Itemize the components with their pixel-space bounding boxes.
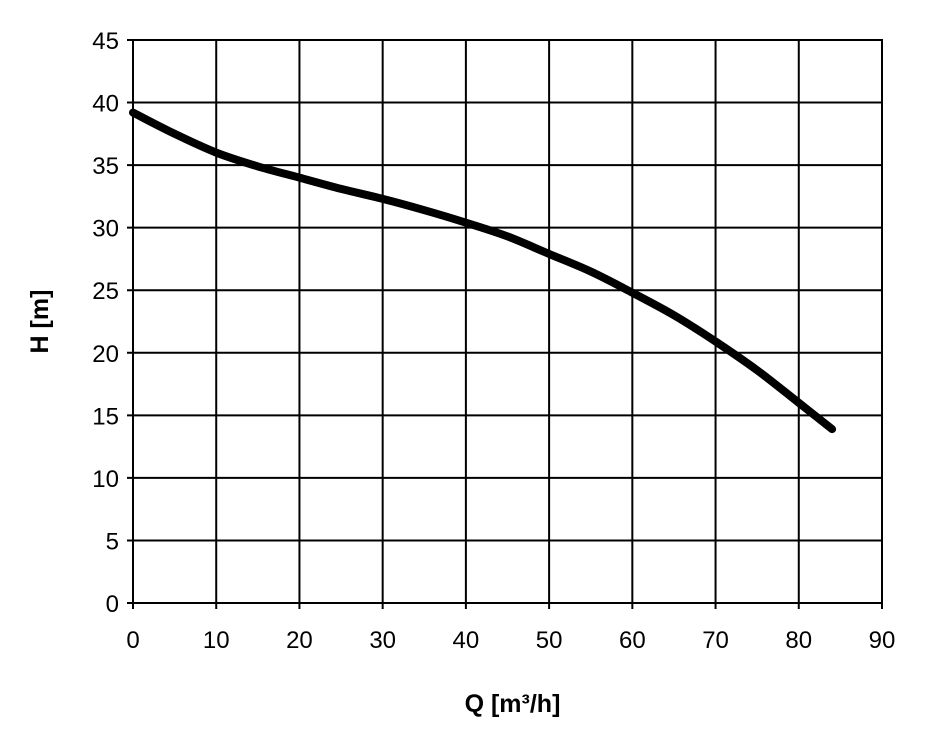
y-tick-labels: 0 5 10 15 20 25 30 35 40 45 — [92, 28, 119, 618]
plot-area-frame — [132, 39, 883, 604]
x-tick-labels: 0 10 20 30 40 50 60 70 80 90 — [126, 627, 895, 654]
y-tick-label: 25 — [92, 278, 119, 305]
y-axis-title: H [m] — [26, 290, 54, 354]
y-tick-label: 45 — [92, 28, 119, 55]
x-axis-title: Q [m³/h] — [465, 690, 561, 718]
y-tick-label: 40 — [92, 91, 119, 118]
x-tick-label: 0 — [126, 627, 139, 654]
x-tick-label: 80 — [785, 627, 812, 654]
y-gridlines — [127, 39, 882, 604]
y-tick-label: 0 — [106, 591, 119, 618]
y-tick-label: 35 — [92, 153, 119, 180]
x-tick-label: 70 — [702, 627, 729, 654]
x-tick-label: 60 — [619, 627, 646, 654]
x-tick-label: 50 — [536, 627, 563, 654]
x-tick-label: 10 — [203, 627, 230, 654]
y-tick-label: 10 — [92, 466, 119, 493]
x-gridlines — [132, 40, 883, 609]
y-tick-label: 15 — [92, 403, 119, 430]
x-tick-label: 30 — [369, 627, 396, 654]
y-tick-label: 5 — [106, 528, 119, 555]
y-tick-label: 20 — [92, 341, 119, 368]
y-tick-label: 30 — [92, 216, 119, 243]
series-line-0 — [129, 108, 837, 434]
x-tick-label: 20 — [286, 627, 313, 654]
x-tick-label: 40 — [453, 627, 480, 654]
x-tick-label: 90 — [869, 627, 896, 654]
series-layer — [129, 108, 837, 434]
